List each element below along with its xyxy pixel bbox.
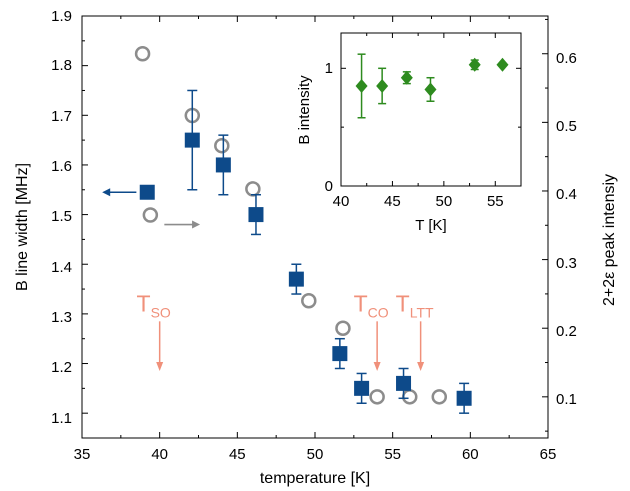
data-point-circle — [369, 389, 385, 405]
inset-data-point-diamond — [496, 57, 509, 72]
y-tick-label: 1.4 — [51, 259, 72, 276]
inset-ticks — [340, 33, 522, 187]
y2-tick-label: 0.4 — [556, 186, 577, 203]
inset-x-tick-label: 55 — [487, 193, 504, 210]
data-point-square — [354, 380, 370, 396]
y-tick-label: 1.2 — [51, 359, 72, 376]
axis-arrow-head — [102, 188, 111, 197]
y-tick-label: 1.9 — [51, 8, 72, 25]
transition-arrow-head — [417, 361, 425, 371]
y-axis-label: B line width [MHz] — [14, 163, 31, 291]
y-tick-label: 1.6 — [51, 158, 72, 175]
transition-label: TCO — [354, 290, 389, 320]
inset-tick-labels: 40 45 50 55 0 1 — [325, 60, 504, 210]
transition-arrow-head — [156, 361, 164, 371]
data-point-circle — [335, 320, 351, 336]
data-point-square — [215, 157, 231, 173]
y2-tick-label: 0.2 — [556, 323, 577, 340]
y2-tick-label: 0.6 — [556, 50, 577, 67]
data-point-circle — [134, 45, 151, 62]
y-tick-label: 1.1 — [51, 410, 72, 427]
main-ticks — [81, 15, 549, 438]
inset-y-axis-label: B intensity — [296, 75, 313, 145]
data-point-circle — [402, 389, 418, 405]
data-point-square — [184, 132, 200, 148]
transition-label: TSO — [137, 290, 171, 320]
data-point-circle — [245, 181, 261, 197]
y-tick-label: 1.7 — [51, 108, 72, 125]
data-point-square — [139, 184, 155, 200]
main-tick-labels: 35 40 45 50 55 60 65 1.1 1.2 1.3 1.4 1.5… — [51, 8, 577, 463]
data-point-circle — [214, 137, 230, 154]
inset-y-tick-label: 0 — [325, 178, 333, 195]
y2-axis-label: 2+2ε peak intensiy — [601, 174, 618, 306]
data-point-square — [396, 375, 412, 391]
inset-data-point-diamond — [400, 70, 413, 85]
x-tick-label: 60 — [462, 446, 479, 463]
data-point-square — [288, 271, 304, 287]
axis-arrows — [102, 188, 201, 229]
y2-tick-label: 0.5 — [556, 118, 577, 135]
y-tick-label: 1.8 — [51, 57, 72, 74]
transition-arrow-head — [373, 361, 381, 371]
inset-x-tick-label: 50 — [436, 193, 453, 210]
y2-tick-label: 0.3 — [556, 255, 577, 272]
x-tick-label: 50 — [307, 446, 324, 463]
inset-y-tick-label: 1 — [325, 60, 333, 77]
data-point-circle — [142, 207, 159, 223]
inset-x-axis-label: T [K] — [415, 217, 446, 234]
data-point-circle — [301, 293, 317, 309]
data-point-circle — [431, 389, 448, 405]
axis-arrow-head — [192, 220, 201, 229]
inset-frame — [340, 32, 522, 187]
data-point-square — [456, 390, 472, 406]
x-tick-label: 40 — [151, 446, 168, 463]
inset-series — [355, 53, 509, 119]
inset-x-tick-label: 40 — [333, 193, 350, 210]
y-tick-label: 1.5 — [51, 208, 72, 225]
transition-annotations: TSO TCO TLTT — [137, 290, 434, 371]
y-tick-label: 1.3 — [51, 309, 72, 326]
transition-label: TLTT — [396, 290, 434, 320]
data-point-square — [332, 346, 348, 362]
x-tick-label: 35 — [74, 446, 91, 463]
inset-data-point-diamond — [376, 78, 389, 93]
data-point-square — [248, 207, 264, 223]
y2-tick-label: 0.1 — [556, 391, 577, 408]
x-tick-label: 55 — [384, 446, 401, 463]
x-axis-label: temperature [K] — [260, 470, 370, 487]
inset-data-point-diamond — [424, 82, 437, 97]
x-tick-label: 45 — [229, 446, 246, 463]
inset-x-tick-label: 45 — [384, 193, 401, 210]
inset-data-point-diamond — [355, 78, 368, 93]
line-width-series — [139, 89, 472, 414]
inset-data-point-diamond — [468, 57, 481, 72]
x-tick-label: 65 — [540, 446, 557, 463]
